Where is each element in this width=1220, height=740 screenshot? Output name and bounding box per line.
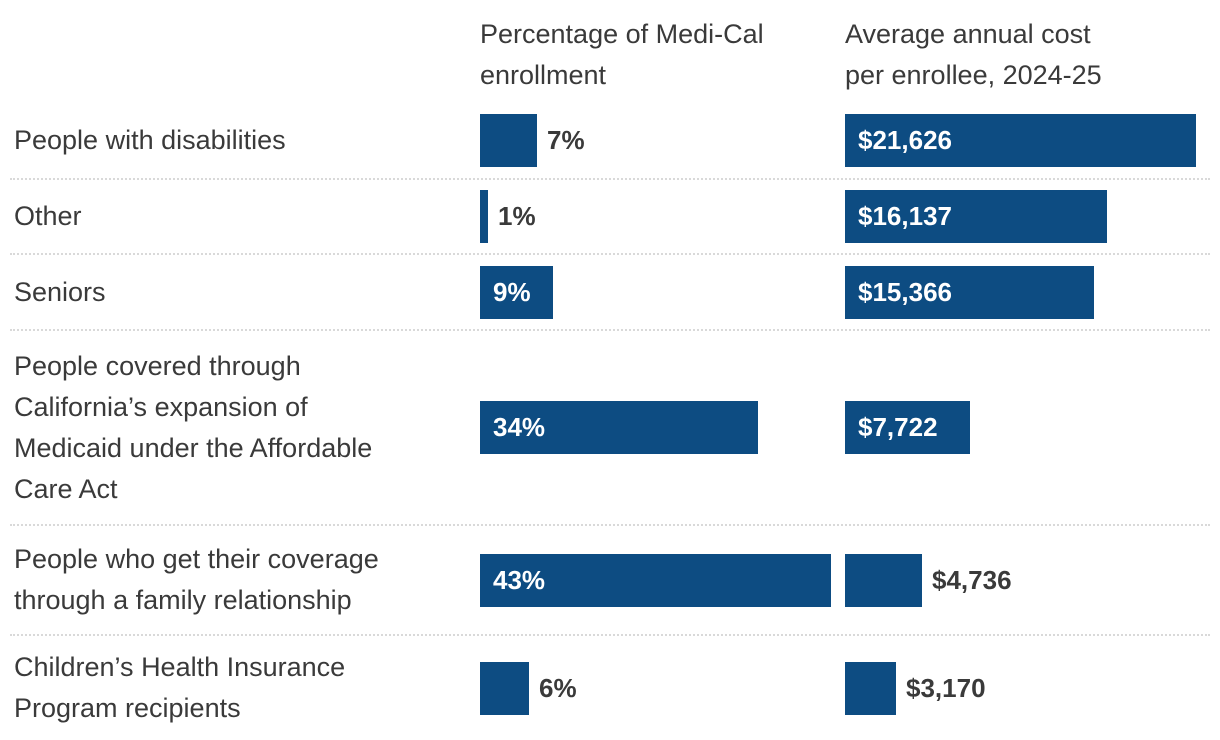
cost-value-label: $15,366: [858, 276, 952, 307]
cost-bar: $7,722: [845, 401, 970, 454]
cost-value-label: $7,722: [858, 412, 938, 442]
percent-bar: 34%: [480, 401, 758, 454]
percent-bar-cell: 43%: [480, 553, 845, 607]
cost-value-label: $3,170: [906, 672, 986, 703]
cost-bar: $21,626: [845, 113, 1196, 167]
cost-value-label: $21,626: [858, 124, 952, 155]
chart-rows: People with disabilities 7% $21,626 Othe…: [10, 102, 1210, 740]
header-spacer: [10, 0, 480, 14]
cost-bar-cell: $7,722: [845, 401, 1210, 454]
row-label: People who get their coverage through a …: [14, 544, 379, 615]
percent-bar-cell: 7%: [480, 113, 845, 167]
percent-value-label: 34%: [493, 412, 546, 442]
cost-bar-cell: $16,137: [845, 190, 1210, 243]
row-label: Children’s Health Insurance Program reci…: [14, 652, 346, 723]
column-header-percentage: Percentage of Medi-Cal enrollment: [480, 19, 764, 90]
column-header-cost: Average annual cost per enrollee, 2024-2…: [845, 19, 1102, 90]
table-row: People covered through California’s expa…: [10, 329, 1210, 524]
cost-bar: $16,137: [845, 190, 1107, 243]
percent-value-label: 9%: [493, 276, 531, 307]
cost-bar-cell: $4,736: [845, 553, 1210, 607]
table-row: Seniors 9% $15,366: [10, 253, 1210, 329]
percent-bar-cell: 9%: [480, 265, 845, 319]
cost-bar: $15,366: [845, 265, 1094, 319]
table-row: Children’s Health Insurance Program reci…: [10, 634, 1210, 740]
row-label: People covered through California’s expa…: [14, 350, 373, 504]
cost-bar: [845, 661, 896, 715]
cost-bar-cell: $15,366: [845, 265, 1210, 319]
row-label: People with disabilities: [14, 124, 286, 155]
table-row: Other 1% $16,137: [10, 178, 1210, 253]
cost-value-label: $16,137: [858, 201, 952, 231]
percent-bar-cell: 34%: [480, 401, 845, 454]
percent-bar: [480, 661, 529, 715]
cost-bar-cell: $3,170: [845, 661, 1210, 715]
cost-bar-cell: $21,626: [845, 113, 1210, 167]
header-row: Percentage of Medi-Cal enrollment Averag…: [10, 0, 1210, 102]
percent-bar-cell: 6%: [480, 661, 845, 715]
row-label: Other: [14, 201, 82, 231]
cost-bar: [845, 553, 922, 607]
percent-value-label: 1%: [498, 201, 536, 231]
percent-value-label: 6%: [539, 672, 577, 703]
percent-value-label: 43%: [493, 564, 546, 595]
table-row: People with disabilities 7% $21,626: [10, 102, 1210, 178]
percent-bar: 9%: [480, 265, 553, 319]
percent-bar-cell: 1%: [480, 190, 845, 243]
percent-bar: 43%: [480, 553, 831, 607]
percent-bar: [480, 190, 488, 243]
cost-value-label: $4,736: [932, 564, 1012, 595]
percent-value-label: 7%: [547, 124, 585, 155]
percent-bar: [480, 113, 537, 167]
row-label: Seniors: [14, 276, 106, 307]
table-row: People who get their coverage through a …: [10, 524, 1210, 634]
